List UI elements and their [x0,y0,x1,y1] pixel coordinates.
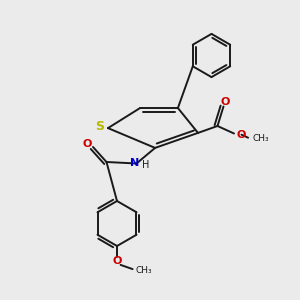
Text: CH₃: CH₃ [136,266,152,275]
Text: O: O [112,256,122,266]
Text: N: N [130,158,140,169]
Text: O: O [237,130,246,140]
Text: O: O [83,139,92,149]
Text: O: O [220,97,230,107]
Text: H: H [142,160,149,170]
Text: CH₃: CH₃ [253,134,269,143]
Text: S: S [95,120,104,133]
